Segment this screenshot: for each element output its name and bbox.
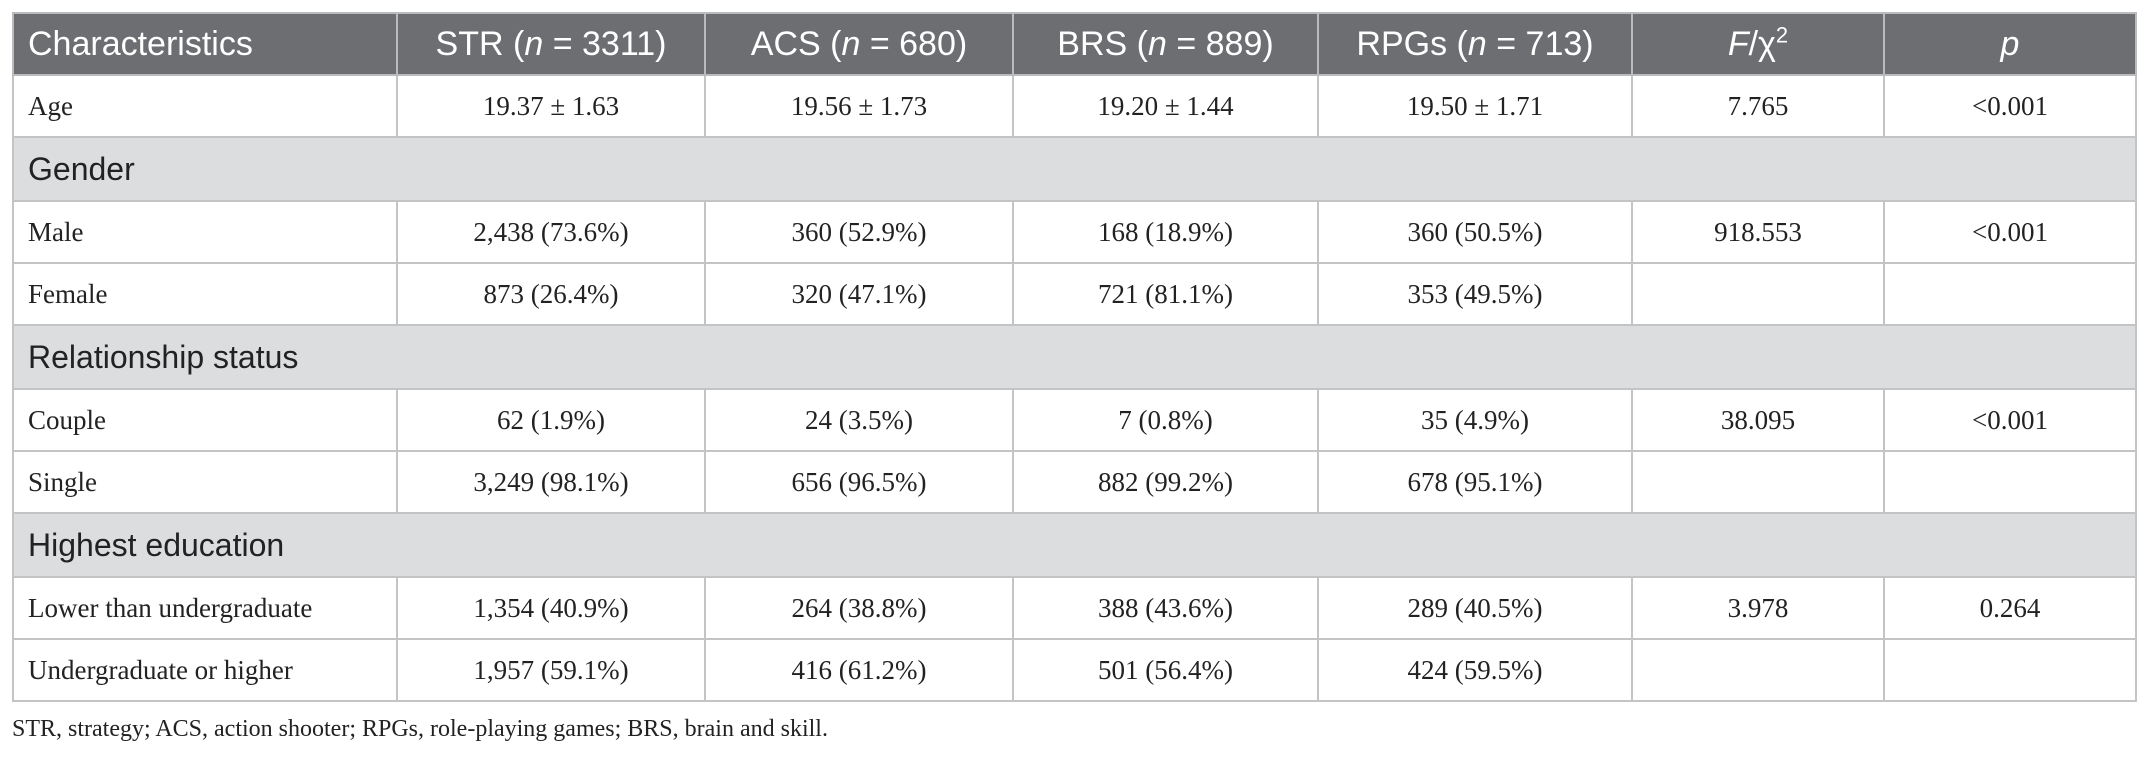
column-header-6: p: [1883, 12, 2137, 76]
row-label: Female: [12, 262, 398, 326]
row-label: Couple: [12, 388, 398, 452]
table-cell: 2,438 (73.6%): [396, 200, 706, 264]
table-cell: 678 (95.1%): [1317, 450, 1633, 514]
row-label: Undergraduate or higher: [12, 638, 398, 702]
column-header-suffix: /χ: [1748, 24, 1776, 63]
table-cell: [1883, 262, 2137, 326]
table-cell: 19.56 ± 1.73: [704, 74, 1014, 138]
column-header-4: RPGs (n = 713): [1317, 12, 1633, 76]
column-header-superscript: 2: [1775, 22, 1789, 48]
column-header-suffix: = 680): [860, 24, 968, 63]
characteristics-table-container: Characteristics STR (n = 3311) ACS (n = 68…: [12, 12, 2137, 702]
table-cell: 656 (96.5%): [704, 450, 1014, 514]
header-row: Characteristics STR (n = 3311) ACS (n = 68…: [12, 12, 2137, 76]
row-label: Lower than undergraduate: [12, 576, 398, 640]
table-footnote: STR, strategy; ACS, action shooter; RPGs…: [12, 716, 828, 742]
table-cell: 264 (38.8%): [704, 576, 1014, 640]
table-row: Lower than undergraduate 1,354 (40.9%) 264…: [12, 576, 2137, 640]
column-header-italic: n: [841, 24, 861, 63]
table-cell: 416 (61.2%): [704, 638, 1014, 702]
section-row: Relationship status: [12, 324, 2137, 390]
column-header-text: ACS (: [750, 24, 842, 63]
table-cell: <0.001: [1883, 388, 2137, 452]
column-header-1: STR (n = 3311): [396, 12, 706, 76]
characteristics-table: Characteristics STR (n = 3311) ACS (n = 68…: [12, 12, 2137, 702]
table-cell: [1883, 450, 2137, 514]
table-cell: 1,354 (40.9%): [396, 576, 706, 640]
table-row: Female 873 (26.4%) 320 (47.1%) 721 (81.1%) 3…: [12, 262, 2137, 326]
table-cell: <0.001: [1883, 200, 2137, 264]
table-cell: 353 (49.5%): [1317, 262, 1633, 326]
table-cell: [1883, 638, 2137, 702]
table-cell: 360 (50.5%): [1317, 200, 1633, 264]
table-cell: 19.37 ± 1.63: [396, 74, 706, 138]
section-label: Highest education: [12, 512, 2137, 578]
table-cell: 424 (59.5%): [1317, 638, 1633, 702]
row-label: Male: [12, 200, 398, 264]
table-cell: 388 (43.6%): [1012, 576, 1319, 640]
table-cell: 0.264: [1883, 576, 2137, 640]
table-row: Single 3,249 (98.1%) 656 (96.5%) 882 (99.2%…: [12, 450, 2137, 514]
table-cell: 360 (52.9%): [704, 200, 1014, 264]
column-header-suffix: = 713): [1486, 24, 1594, 63]
column-header-5: F/χ2: [1631, 12, 1885, 76]
section-row: Highest education: [12, 512, 2137, 578]
section-row: Gender: [12, 136, 2137, 202]
section-label: Relationship status: [12, 324, 2137, 390]
table-cell: 289 (40.5%): [1317, 576, 1633, 640]
column-header-3: BRS (n = 889): [1012, 12, 1319, 76]
table-cell: [1631, 262, 1885, 326]
table-header: Characteristics STR (n = 3311) ACS (n = 68…: [12, 12, 2137, 76]
column-header-suffix: = 3311): [543, 24, 667, 63]
table-cell: 24 (3.5%): [704, 388, 1014, 452]
table-cell: 19.20 ± 1.44: [1012, 74, 1319, 138]
column-header-suffix: = 889): [1166, 24, 1274, 63]
table-row: Undergraduate or higher 1,957 (59.1%) 416 …: [12, 638, 2137, 702]
table-cell: 3,249 (98.1%): [396, 450, 706, 514]
table-cell: 320 (47.1%): [704, 262, 1014, 326]
table-cell: 501 (56.4%): [1012, 638, 1319, 702]
table-row: Age 19.37 ± 1.63 19.56 ± 1.73 19.20 ± 1.44 1…: [12, 74, 2137, 138]
column-header-text: Characteristics: [28, 24, 253, 63]
table-body: Age 19.37 ± 1.63 19.56 ± 1.73 19.20 ± 1.44 1…: [12, 74, 2137, 702]
table-cell: 3.978: [1631, 576, 1885, 640]
table-row: Male 2,438 (73.6%) 360 (52.9%) 168 (18.9%) 3…: [12, 200, 2137, 264]
column-header-0: Characteristics: [12, 12, 398, 76]
column-header-italic: n: [1467, 24, 1487, 63]
table-cell: [1631, 638, 1885, 702]
table-cell: 168 (18.9%): [1012, 200, 1319, 264]
table-cell: 7.765: [1631, 74, 1885, 138]
table-cell: 1,957 (59.1%): [396, 638, 706, 702]
column-header-italic: n: [524, 24, 544, 63]
column-header-text: RPGs (: [1356, 24, 1468, 63]
column-header-text: BRS (: [1057, 24, 1148, 63]
column-header-text: STR (: [435, 24, 525, 63]
table-cell: 882 (99.2%): [1012, 450, 1319, 514]
table-cell: 721 (81.1%): [1012, 262, 1319, 326]
table-cell: [1631, 450, 1885, 514]
column-header-2: ACS (n = 680): [704, 12, 1014, 76]
column-header-italic: n: [1147, 24, 1167, 63]
row-label: Age: [12, 74, 398, 138]
table-cell: 62 (1.9%): [396, 388, 706, 452]
table-cell: 7 (0.8%): [1012, 388, 1319, 452]
table-cell: 35 (4.9%): [1317, 388, 1633, 452]
table-cell: 873 (26.4%): [396, 262, 706, 326]
table-row: Couple 62 (1.9%) 24 (3.5%) 7 (0.8%) 35 (4.9%…: [12, 388, 2137, 452]
column-header-italic: F: [1727, 24, 1749, 63]
table-cell: 918.553: [1631, 200, 1885, 264]
table-cell: 38.095: [1631, 388, 1885, 452]
table-cell: <0.001: [1883, 74, 2137, 138]
column-header-italic: p: [2000, 24, 2020, 63]
table-cell: 19.50 ± 1.71: [1317, 74, 1633, 138]
row-label: Single: [12, 450, 398, 514]
section-label: Gender: [12, 136, 2137, 202]
